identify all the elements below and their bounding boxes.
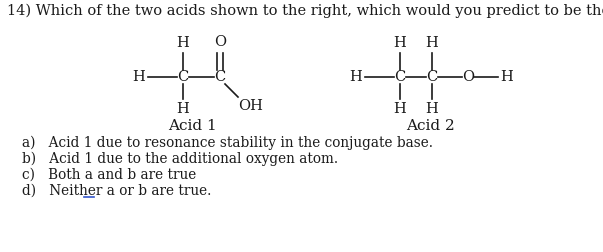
Text: Acid 2: Acid 2: [406, 119, 455, 133]
Text: H: H: [349, 70, 362, 84]
Text: H: H: [426, 36, 438, 50]
Text: OH: OH: [238, 99, 263, 113]
Text: a)   Acid 1 due to resonance stability in the conjugate base.: a) Acid 1 due to resonance stability in …: [22, 136, 433, 150]
Text: H: H: [426, 102, 438, 116]
Text: H: H: [132, 70, 145, 84]
Text: Acid 1: Acid 1: [168, 119, 216, 133]
Text: H: H: [394, 36, 406, 50]
Text: C: C: [177, 70, 189, 84]
Text: C: C: [426, 70, 438, 84]
Text: O: O: [462, 70, 474, 84]
Text: H: H: [394, 102, 406, 116]
Text: 14) Which of the two acids shown to the right, which would you predict to be the: 14) Which of the two acids shown to the …: [7, 4, 603, 18]
Text: c)   Both a and b are true: c) Both a and b are true: [22, 168, 196, 182]
Text: d)   Neither a or b are true.: d) Neither a or b are true.: [22, 184, 212, 198]
Text: H: H: [177, 36, 189, 50]
Text: H: H: [177, 102, 189, 116]
Text: C: C: [394, 70, 406, 84]
Text: C: C: [215, 70, 226, 84]
Text: O: O: [214, 35, 226, 49]
Text: b)   Acid 1 due to the additional oxygen atom.: b) Acid 1 due to the additional oxygen a…: [22, 152, 338, 166]
Text: H: H: [500, 70, 513, 84]
